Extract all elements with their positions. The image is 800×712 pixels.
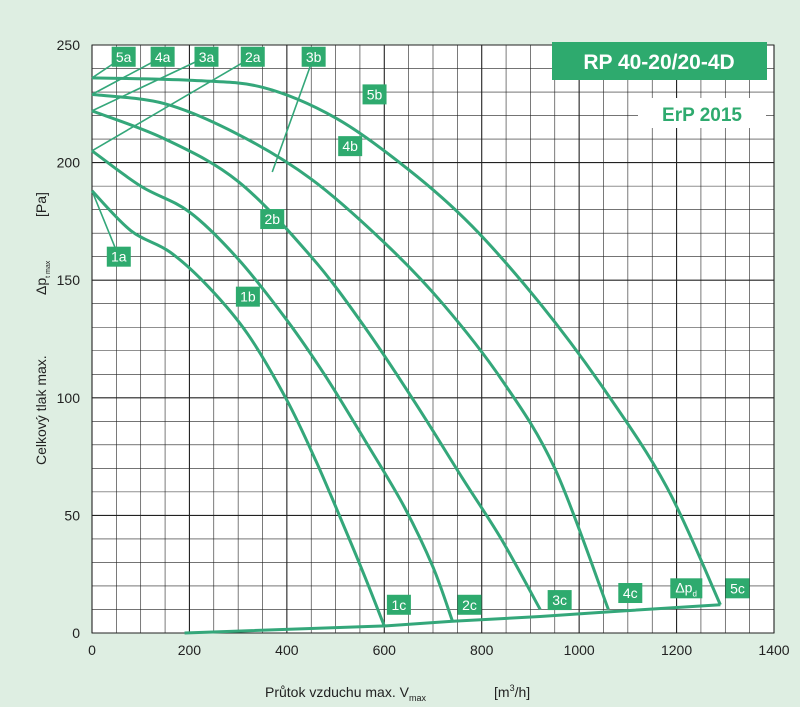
y-axis-label: Celkový tlak max.: [33, 355, 49, 465]
curve-label-text: 4a: [155, 49, 171, 65]
curve-label-5a: 5a: [112, 47, 136, 67]
x-tick-label: 400: [275, 642, 299, 658]
curve-label-1b: 1b: [236, 287, 260, 307]
curve-label-3a: 3a: [194, 47, 218, 67]
x-tick-label: 1200: [661, 642, 692, 658]
curve-label-5b: 5b: [363, 84, 387, 104]
curve-label-text: 4c: [623, 585, 638, 601]
curve-label-text: 3c: [552, 592, 567, 608]
x-axis-unit: [m: [494, 684, 510, 700]
curve-label-text: 2a: [245, 49, 261, 65]
y-tick-label: 0: [72, 625, 80, 641]
curve-label-5c: 5c: [725, 578, 749, 598]
title-box: RP 40-20/20-4D: [552, 42, 767, 80]
curve-label-text: 3b: [306, 49, 322, 65]
x-tick-label: 1400: [758, 642, 789, 658]
y-axis-symbol-sub: t max: [45, 260, 52, 278]
curve-label-1a: 1a: [107, 247, 131, 267]
y-tick-label: 100: [57, 390, 81, 406]
chart-title: RP 40-20/20-4D: [583, 51, 734, 74]
curve-label-3c: 3c: [548, 590, 572, 610]
y-tick-label: 250: [57, 37, 81, 53]
dynamic-pressure-sub: d: [692, 589, 696, 598]
x-tick-label: 0: [88, 642, 96, 658]
curve-label-text: 1b: [240, 289, 256, 305]
y-tick-label: 150: [57, 272, 81, 288]
y-tick-label: 200: [57, 155, 81, 171]
y-axis-symbol: Δp: [33, 278, 49, 295]
curve-label-1c: 1c: [387, 595, 411, 615]
curve-label-text: 4b: [342, 138, 358, 154]
x-tick-label: 800: [470, 642, 494, 658]
curve-label-text: 3a: [199, 49, 215, 65]
y-axis-unit: [Pa]: [33, 192, 49, 217]
dynamic-pressure-label: Δpd: [670, 578, 702, 598]
subtitle-box: ErP 2015: [638, 98, 766, 128]
curve-label-4c: 4c: [618, 583, 642, 603]
x-axis-label-sub: max: [409, 693, 427, 703]
curve-label-2c: 2c: [458, 595, 482, 615]
curve-label-2a: 2a: [241, 47, 265, 67]
curve-label-text: 5c: [730, 580, 745, 596]
curve-label-text: 5b: [367, 86, 383, 102]
curve-label-text: 1a: [111, 249, 127, 265]
y-tick-label: 50: [64, 507, 80, 523]
curve-label-text: 5a: [116, 49, 132, 65]
x-tick-label: 600: [373, 642, 397, 658]
curve-label-text: 2c: [462, 597, 477, 613]
curve-label-4b: 4b: [338, 136, 362, 156]
x-tick-label: 200: [178, 642, 202, 658]
curve-label-text: 2b: [264, 211, 280, 227]
x-tick-label: 1000: [564, 642, 595, 658]
dynamic-pressure-symbol: Δp: [675, 579, 692, 595]
chart-subtitle: ErP 2015: [662, 105, 742, 126]
curve-label-2b: 2b: [260, 209, 284, 229]
curve-label-4a: 4a: [151, 47, 175, 67]
x-axis-label: Průtok vzduchu max. V: [265, 684, 410, 700]
x-axis-unit-end: /h]: [515, 684, 531, 700]
curve-label-3b: 3b: [302, 47, 326, 67]
curve-label-text: 1c: [392, 597, 407, 613]
